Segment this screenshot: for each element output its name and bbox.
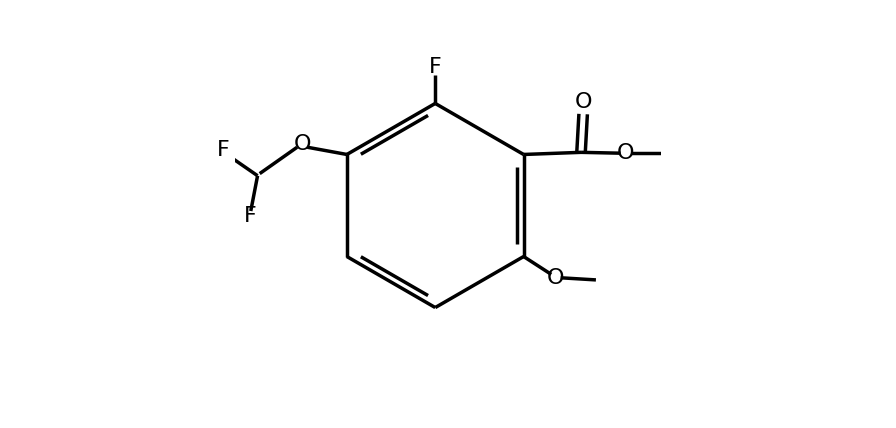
Text: O: O (617, 143, 634, 163)
Text: F: F (217, 140, 230, 160)
Text: O: O (547, 268, 564, 288)
Text: F: F (244, 206, 256, 226)
Text: O: O (574, 92, 592, 112)
Text: O: O (294, 134, 311, 154)
Text: F: F (429, 57, 442, 77)
